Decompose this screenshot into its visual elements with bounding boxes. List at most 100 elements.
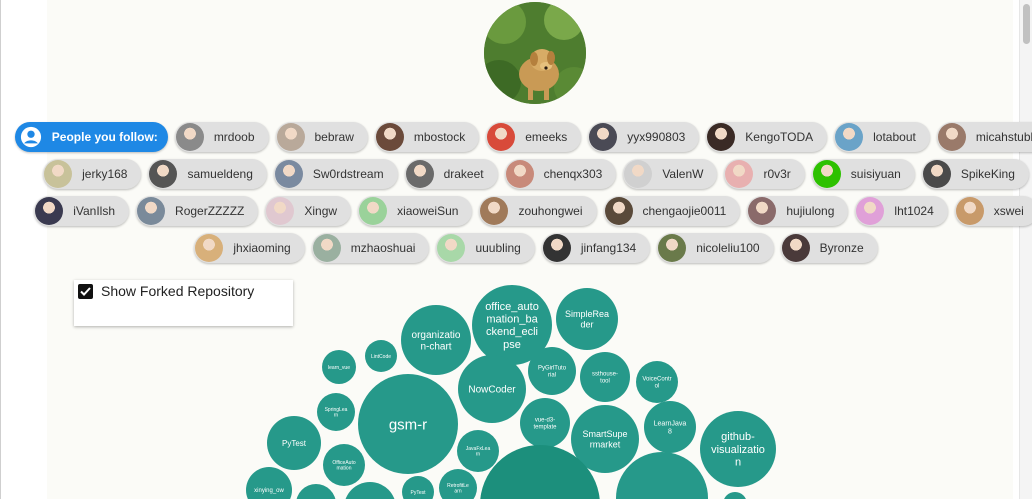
- repo-bubble-vue-d3-template[interactable]: vue-d3-template: [520, 398, 570, 448]
- user-chip-yyx990803[interactable]: yyx990803: [588, 122, 700, 152]
- user-chip-mrdoob[interactable]: mrdoob: [174, 122, 269, 152]
- repo-bubble-circle[interactable]: [296, 484, 336, 499]
- repo-bubble-circle[interactable]: [556, 288, 618, 350]
- repo-bubble-gsm-r[interactable]: gsm-r: [358, 374, 458, 474]
- show-forked-checkbox[interactable]: [78, 284, 93, 299]
- repo-bubble-circle[interactable]: [322, 350, 356, 384]
- repo-bubble-circle[interactable]: [480, 445, 600, 499]
- user-chip-kengotoda[interactable]: KengoTODA: [706, 122, 828, 152]
- user-chip-micahstubbs[interactable]: micahstubbs: [936, 122, 1032, 152]
- user-name: micahstubbs: [975, 130, 1032, 144]
- people-you-follow-chip[interactable]: People you follow:: [14, 122, 168, 152]
- repo-bubble-circle[interactable]: [344, 482, 396, 499]
- user-chip-drakeet[interactable]: drakeet: [404, 159, 498, 189]
- repo-bubble-circle[interactable]: [520, 398, 570, 448]
- user-chip-emeeks[interactable]: emeeks: [486, 122, 582, 152]
- user-chip-rogerzzzzz[interactable]: RogerZZZZZ: [136, 196, 259, 226]
- repo-bubble-circle[interactable]: [700, 411, 776, 487]
- repo-bubble-nowcoder[interactable]: NowCoder: [458, 355, 526, 423]
- repo-bubble-pytest2[interactable]: PyTest: [402, 476, 434, 499]
- repo-bubble-unnamed-3[interactable]: [344, 482, 396, 499]
- user-chip-samueldeng[interactable]: samueldeng: [148, 159, 267, 189]
- user-chip-valenw[interactable]: ValenW: [623, 159, 718, 189]
- user-chip-xswei[interactable]: xswei: [954, 196, 1032, 226]
- user-chip-mbostock[interactable]: mbostock: [374, 122, 480, 152]
- following-row: jerky168 samueldeng Sw0rdstream drakeet chen…: [43, 159, 1029, 190]
- user-name: samueldeng: [187, 167, 253, 181]
- scrollbar-thumb[interactable]: [1023, 4, 1030, 44]
- user-chip-uuubling[interactable]: uuubling: [436, 233, 535, 263]
- repo-bubble-circle[interactable]: [365, 340, 397, 372]
- repo-bubble-circle[interactable]: [267, 416, 321, 470]
- repo-bubble-circle[interactable]: [323, 444, 365, 486]
- user-chip-xiaoweisun[interactable]: xiaoweiSun: [358, 196, 473, 226]
- repo-bubble-circle[interactable]: [472, 285, 552, 365]
- repo-bubble-circle[interactable]: [616, 452, 708, 499]
- user-chip-chengaojie0011[interactable]: chengaojie0011: [603, 196, 741, 226]
- profile-avatar[interactable]: [484, 2, 586, 104]
- repo-bubble-unnamed-5[interactable]: [723, 492, 747, 499]
- repo-bubble-circle[interactable]: [457, 430, 499, 472]
- user-chip-r0v3r[interactable]: r0v3r: [724, 159, 805, 189]
- repo-bubble-unnamed-4[interactable]: [296, 484, 336, 499]
- repo-bubble-unnamed-1[interactable]: [480, 445, 600, 499]
- repo-bubble-circle[interactable]: [723, 492, 747, 499]
- user-chip-zouhongwei[interactable]: zouhongwei: [479, 196, 597, 226]
- repo-bubble-circle[interactable]: [439, 469, 477, 499]
- user-chip-mzhaoshuai[interactable]: mzhaoshuai: [311, 233, 430, 263]
- repo-bubble-label: rial: [548, 373, 556, 379]
- user-chip-ivanilsh[interactable]: iVanIlsh: [34, 196, 130, 226]
- repo-bubble-pytest[interactable]: PyTest: [267, 416, 321, 470]
- user-chip-jinfang134[interactable]: jinfang134: [541, 233, 651, 263]
- user-chip-sw0rdstream[interactable]: Sw0rdstream: [273, 159, 398, 189]
- repo-bubble-ssthouse-tool[interactable]: ssthouse-tool: [580, 352, 630, 402]
- user-chip-byronze[interactable]: Byronze: [780, 233, 878, 263]
- repo-bubble-circle[interactable]: [458, 355, 526, 423]
- user-avatar: [266, 197, 295, 225]
- user-chip-jhxiaoming[interactable]: jhxiaoming: [194, 233, 305, 263]
- repo-bubble-circle[interactable]: [636, 361, 678, 403]
- repo-bubble-label: LintCode: [371, 354, 391, 360]
- repo-bubble-unnamed-2[interactable]: [616, 452, 708, 499]
- repo-bubble-circle[interactable]: [401, 305, 471, 375]
- user-chip-suisiyuan[interactable]: suisiyuan: [811, 159, 915, 189]
- user-chip-nicoleliu100[interactable]: nicoleliu100: [657, 233, 774, 263]
- user-name: emeeks: [525, 130, 568, 144]
- repo-bubble-circle[interactable]: [571, 405, 639, 473]
- user-chip-hujiulong[interactable]: hujiulong: [747, 196, 849, 226]
- repo-bubble-lintcode[interactable]: LintCode: [365, 340, 397, 372]
- user-avatar: [137, 197, 166, 225]
- user-chip-xingw[interactable]: Xingw: [265, 196, 352, 226]
- user-chip-chenqx303[interactable]: chenqx303: [504, 159, 617, 189]
- repo-bubble-circle[interactable]: [246, 467, 292, 499]
- user-chip-spikeking[interactable]: SpikeKing: [921, 159, 1029, 189]
- user-chip-jerky168[interactable]: jerky168: [43, 159, 142, 189]
- repo-bubble-learn_vue[interactable]: learn_vue: [322, 350, 356, 384]
- checkmark-icon: [80, 287, 91, 296]
- repo-bubble-circle[interactable]: [580, 352, 630, 402]
- user-chip-lht1024[interactable]: lht1024: [855, 196, 948, 226]
- user-avatar: [437, 234, 466, 262]
- user-chip-bebraw[interactable]: bebraw: [275, 122, 368, 152]
- repo-bubble-circle[interactable]: [644, 401, 696, 453]
- repo-bubble-circle[interactable]: [358, 374, 458, 474]
- repo-bubble-circle[interactable]: [528, 347, 576, 395]
- repo-bubble-circle[interactable]: [317, 393, 355, 431]
- repo-bubble-xinying_ow[interactable]: xinying_ow: [246, 467, 292, 499]
- repo-bubble-circle[interactable]: [402, 476, 434, 499]
- user-avatar: [312, 234, 341, 262]
- user-chip-lotabout[interactable]: lotabout: [834, 122, 930, 152]
